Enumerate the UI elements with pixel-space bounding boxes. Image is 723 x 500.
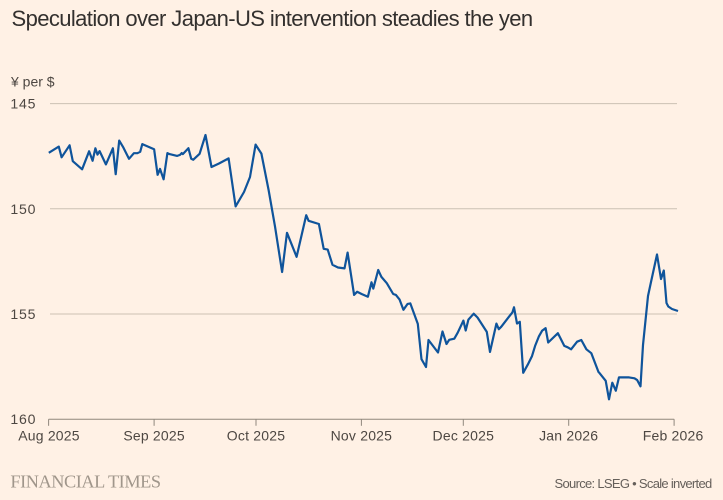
svg-text:Source: LSEG • Scale inverted: Source: LSEG • Scale inverted: [555, 476, 712, 491]
svg-text:145: 145: [10, 96, 36, 112]
svg-text:Jan 2026: Jan 2026: [539, 428, 598, 444]
svg-text:Aug 2025: Aug 2025: [18, 428, 80, 444]
svg-text:FINANCIAL TIMES: FINANCIAL TIMES: [10, 472, 160, 492]
svg-text:Oct 2025: Oct 2025: [227, 428, 285, 444]
svg-text:155: 155: [10, 306, 36, 322]
svg-text:160: 160: [10, 411, 36, 427]
svg-text:150: 150: [10, 201, 36, 217]
svg-text:Dec 2025: Dec 2025: [433, 428, 495, 444]
svg-text:Feb 2026: Feb 2026: [643, 428, 704, 444]
svg-text:¥ per $: ¥ per $: [10, 74, 55, 90]
svg-text:Speculation over Japan-US inte: Speculation over Japan-US intervention s…: [12, 6, 533, 31]
svg-text:Sep 2025: Sep 2025: [123, 428, 185, 444]
svg-text:Nov 2025: Nov 2025: [331, 428, 393, 444]
